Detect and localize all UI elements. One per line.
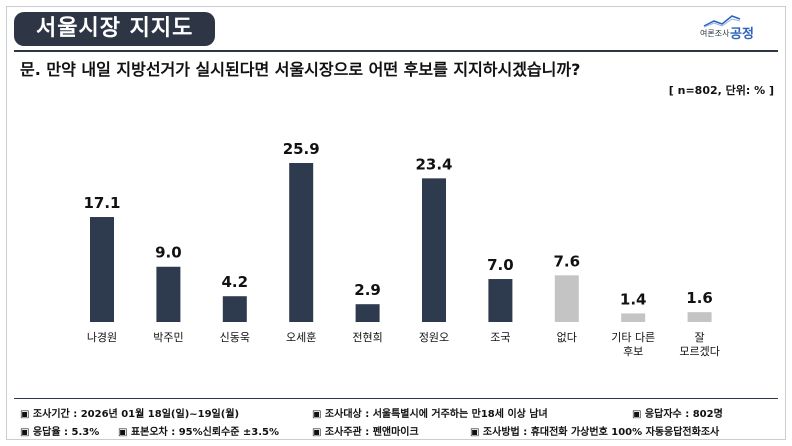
bar-4 (289, 163, 314, 322)
brand-logo: 여론조사 공정 (700, 12, 776, 42)
category-label-8: 없다 (557, 331, 577, 344)
logo-brand-text: 공정 (730, 27, 754, 42)
footer-rule (14, 398, 778, 399)
data-label-8: 7.6 (554, 252, 581, 270)
bar-9 (621, 313, 646, 322)
category-label-7: 조국 (490, 331, 510, 344)
data-label-6: 23.4 (415, 155, 452, 173)
footer-respondents: ▣ 응답자수 : 802명 (632, 409, 723, 420)
bar-5 (355, 304, 380, 322)
data-label-9: 1.4 (620, 290, 647, 308)
footer-method: ▣ 조사방법 : 휴대전화 가상번호 100% 자동응답전화조사 (470, 427, 720, 438)
footer-target: ▣ 조사대상 : 서울특별시에 거주하는 만18세 이상 남녀 (312, 409, 548, 420)
logo-small-text: 여론조사 (700, 29, 730, 38)
sample-note: [ n=802, 단위: % ] (668, 84, 774, 97)
category-label-4: 오세훈 (286, 331, 316, 344)
category-label-3: 신동욱 (220, 331, 250, 344)
data-label-1: 17.1 (83, 194, 120, 212)
footer-period: ▣ 조사기간 : 2026년 01월 18일(일)~19일(월) (20, 409, 240, 420)
header-rule (14, 50, 778, 52)
bar-10 (687, 312, 712, 322)
footer-response-rate: ▣ 응답율 : 5.3% (20, 427, 100, 438)
category-label-9-line-1: 기타 다른 (611, 331, 655, 344)
bar-8 (554, 275, 579, 322)
category-label-1: 나경원 (87, 331, 117, 344)
category-label-2: 박주민 (153, 331, 183, 344)
survey-question: 문. 만약 내일 지방선거가 실시된다면 서울시장으로 어떤 후보를 지지하시겠… (20, 60, 581, 79)
data-label-7: 7.0 (487, 256, 514, 274)
footer-sponsor: ▣ 조사주관 : 펜앤마이크 (312, 427, 419, 438)
data-label-4: 25.9 (283, 140, 320, 158)
category-label-10-line-2: 모르겠다 (679, 345, 719, 358)
slide-frame (6, 6, 786, 440)
bar-7 (488, 279, 513, 322)
bar-2 (156, 266, 181, 322)
page-title: 서울시장 지지도 (14, 12, 216, 46)
bar-1 (90, 217, 114, 322)
logo-trend-icon (703, 15, 741, 28)
data-label-5: 2.9 (354, 281, 381, 299)
category-label-5: 전현희 (352, 331, 382, 344)
bar-6 (422, 178, 446, 322)
category-label-10-line-1: 잘 (695, 331, 705, 344)
bar-3 (222, 296, 247, 322)
data-label-2: 9.0 (155, 244, 182, 262)
category-label-6: 정원오 (419, 331, 449, 344)
category-label-9-line-2: 후보 (623, 345, 643, 358)
data-label-10: 1.6 (686, 289, 713, 307)
data-label-3: 4.2 (222, 273, 249, 291)
footer-sampling-error: ▣ 표본오차 : 95%신뢰수준 ±3.5% (118, 427, 280, 438)
